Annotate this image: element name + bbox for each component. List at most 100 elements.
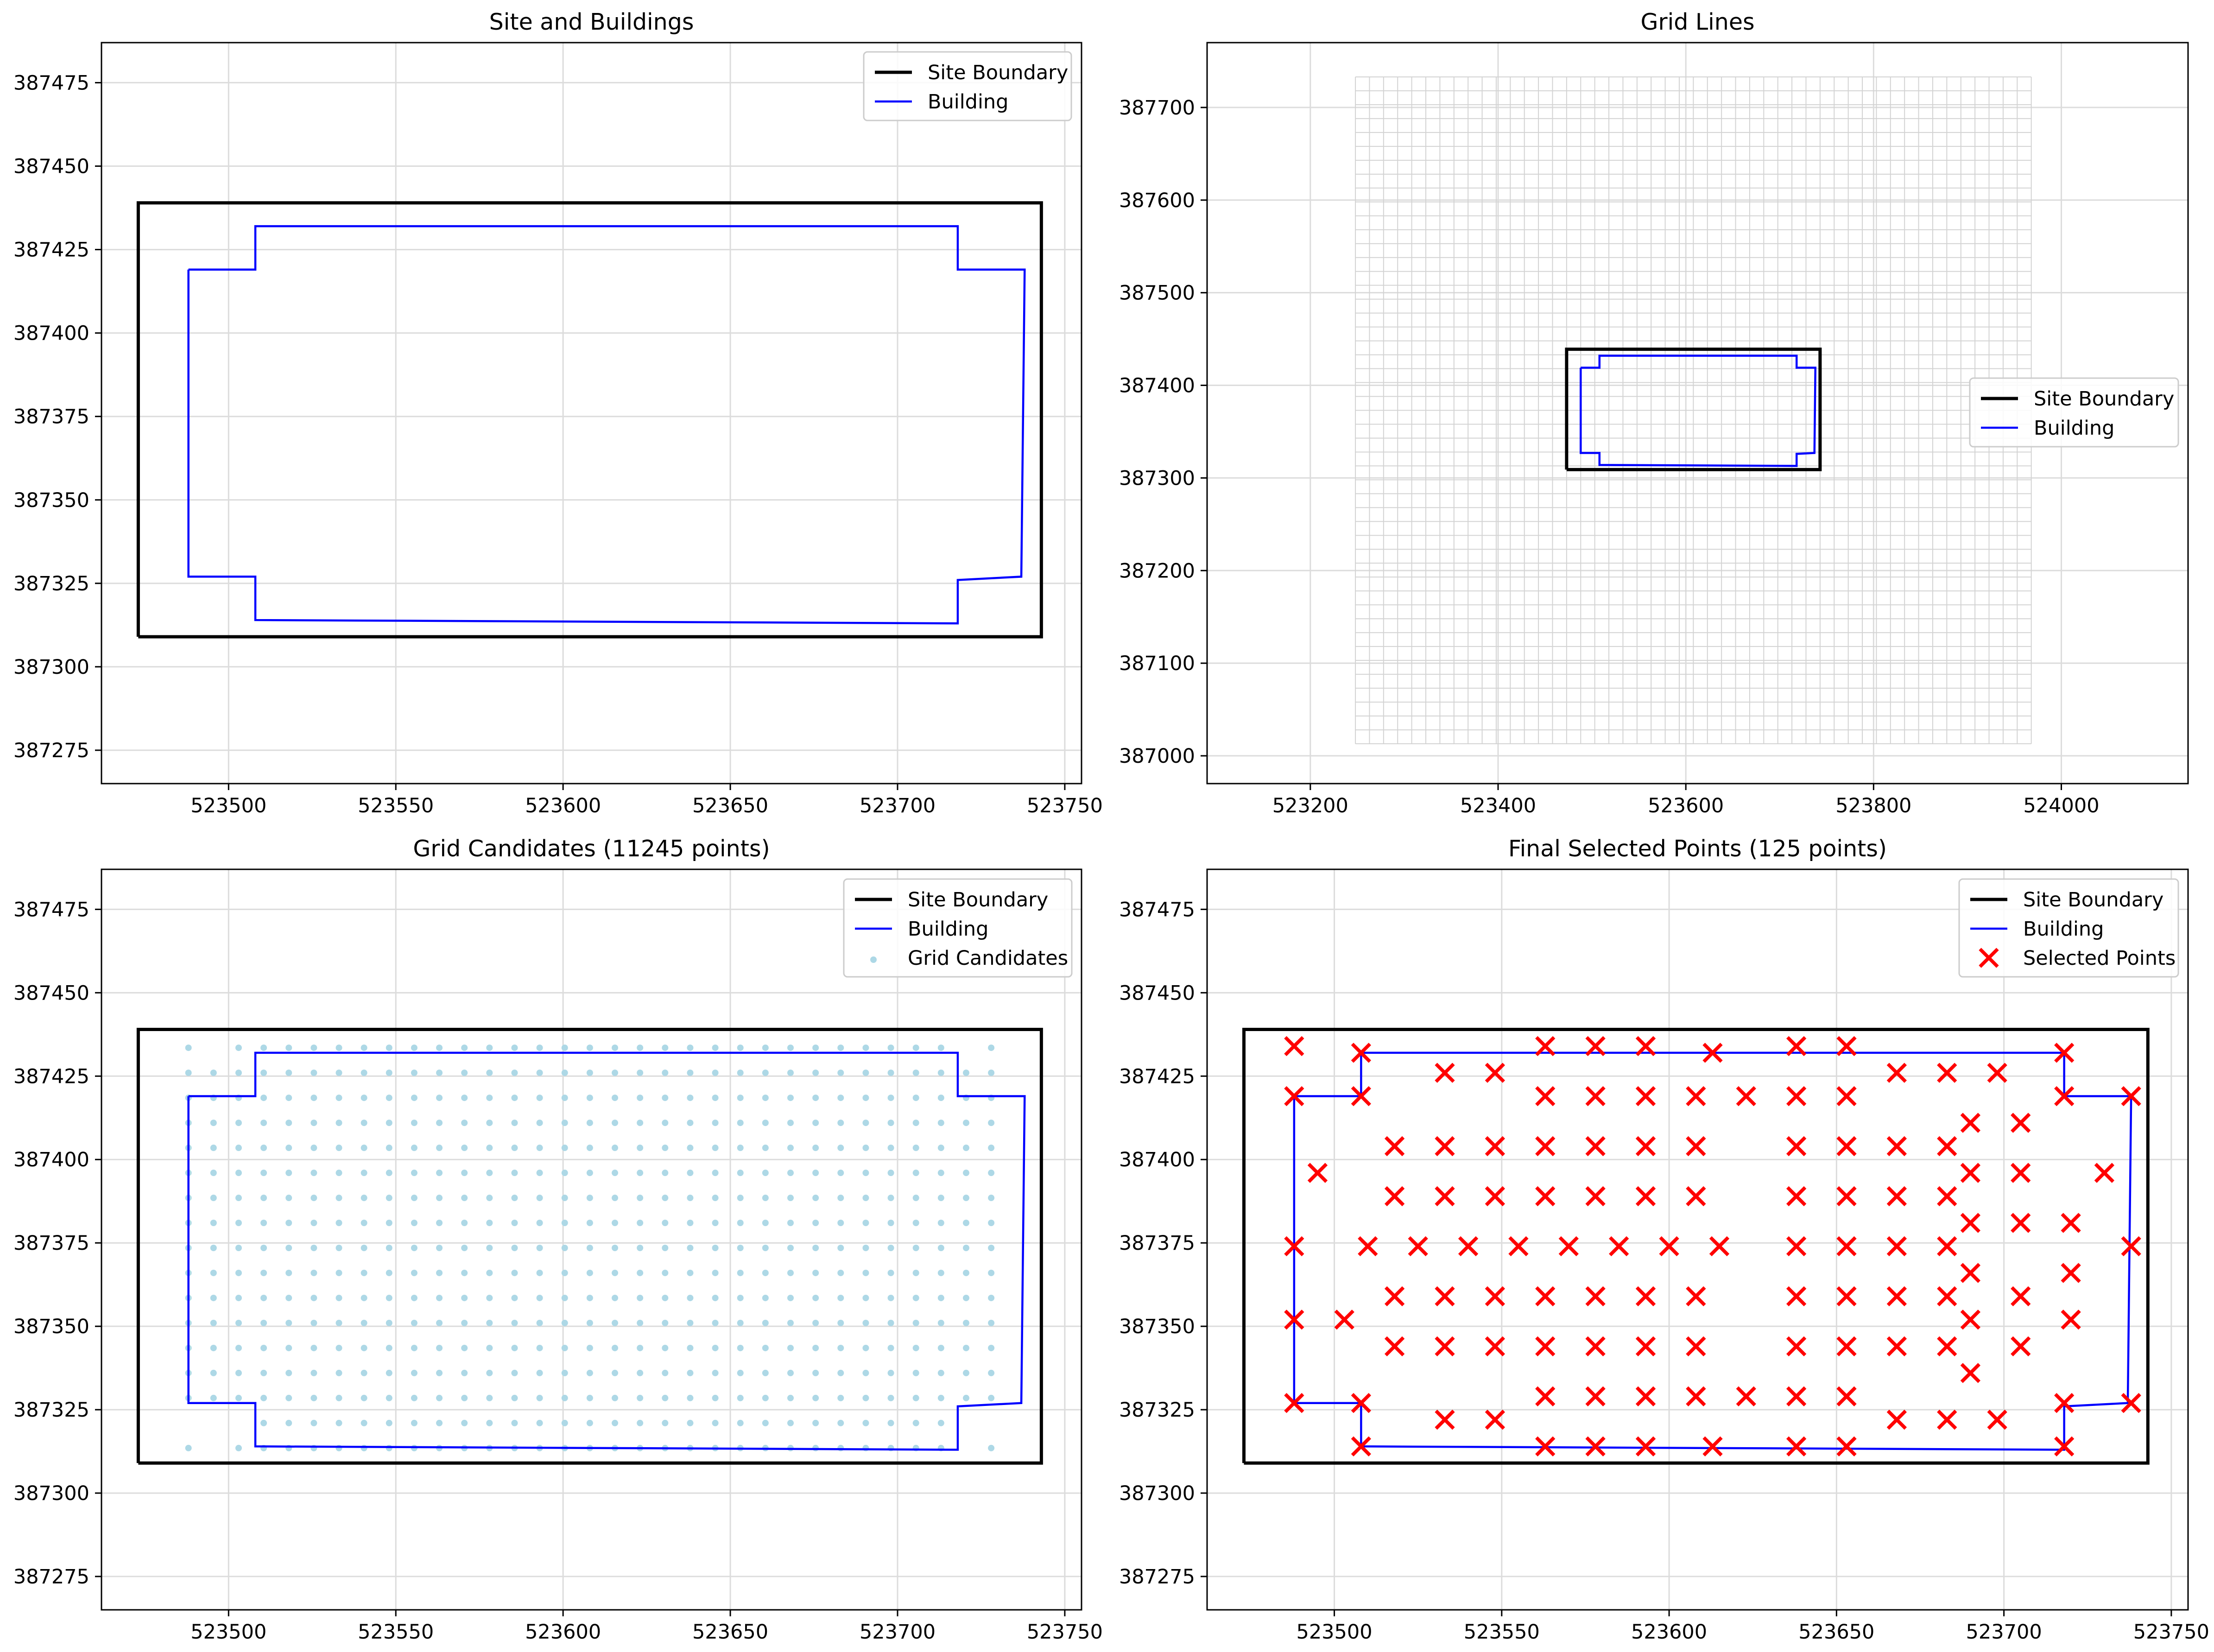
legend-handle-selected-points [1979,948,1999,968]
candidate-point [335,1145,342,1152]
candidate-point [235,1044,242,1051]
selected-point [1585,1086,1606,1107]
candidate-point [612,1044,619,1051]
candidate-point [988,1369,995,1376]
candidate-point [887,1195,894,1202]
selected-point [1786,1086,1807,1107]
candidate-point [310,1120,317,1127]
selected-point [1786,1436,1807,1456]
candidate-point [737,1170,744,1177]
panel-3: 523500 523550 523600 523650 523700 523750 3872… [13,835,1103,1644]
candidate-point [837,1044,844,1051]
candidate-point [310,1369,317,1376]
candidate-point [561,1170,568,1177]
candidate-point [812,1095,819,1101]
candidate-point [687,1294,694,1301]
candidate-point [486,1120,493,1127]
candidate-point [687,1044,694,1051]
candidate-point [637,1344,644,1351]
candidate-point [386,1095,392,1101]
candidate-point [486,1044,493,1051]
candidate-point [837,1095,844,1101]
candidate-point [812,1120,819,1127]
candidate-point [561,1319,568,1326]
candidate-point [486,1294,493,1301]
selected-point [1535,1136,1556,1157]
candidate-point [662,1319,669,1326]
candidate-point [561,1394,568,1401]
candidate-point [260,1269,267,1276]
candidate-point [335,1419,342,1426]
candidate-point [586,1044,593,1051]
selected-point [1786,1186,1807,1207]
selected-point [1585,1436,1606,1456]
selected-point [1435,1286,1455,1307]
candidate-point [461,1344,468,1351]
candidate-point [787,1344,794,1351]
candidate-point [536,1145,543,1152]
candidate-point [662,1394,669,1401]
candidate-point [837,1170,844,1177]
candidate-point [511,1319,518,1326]
candidate-point [662,1145,669,1152]
y-tick-label: 387375 [13,405,89,429]
candidate-point [335,1294,342,1301]
selected-point [2054,1393,2075,1413]
candidate-point [436,1394,443,1401]
candidate-point [285,1394,292,1401]
selected-point [1886,1063,1907,1083]
selected-point [1284,1086,1304,1107]
candidate-point [285,1269,292,1276]
x-tick-label: 523600 [1648,794,1724,817]
candidate-point [712,1294,719,1301]
candidate-point [737,1269,744,1276]
candidate-point [862,1319,869,1326]
axis-grid [1207,869,2188,1610]
candidate-point [511,1195,518,1202]
candidate-point [536,1195,543,1202]
candidate-point [461,1369,468,1376]
legend-box [843,878,1073,978]
selected-point [1786,1286,1807,1307]
y-tick-label: 387325 [1119,1399,1195,1422]
candidate-point [912,1220,919,1227]
y-tick-label: 387600 [1119,189,1195,212]
selected-point [1351,1043,1372,1063]
candidate-point [285,1419,292,1426]
candidate-point [937,1269,944,1276]
selected-point [1435,1186,1455,1207]
candidate-point [637,1269,644,1276]
candidate-point [762,1095,769,1101]
building-line [187,1051,1026,1451]
candidate-point [612,1419,619,1426]
plot-area [136,201,1043,639]
site-boundary-line [136,1028,1043,1465]
selected-point [1702,1043,1723,1063]
y-tick-label: 387300 [13,1482,89,1505]
candidate-point [411,1294,417,1301]
candidate-point [561,1220,568,1227]
selected-point [2011,1286,2031,1307]
candidate-point [612,1170,619,1177]
candidate-point [335,1244,342,1251]
candidate-point [511,1344,518,1351]
candidate-point [912,1369,919,1376]
candidate-point [637,1394,644,1401]
candidate-point [712,1244,719,1251]
candidate-point [737,1369,744,1376]
candidate-point [612,1294,619,1301]
candidate-point [361,1344,367,1351]
x-tick-label: 523550 [1464,1620,1540,1644]
candidate-point [887,1244,894,1251]
candidate-point [561,1344,568,1351]
candidate-point [662,1419,669,1426]
candidate-point [812,1070,819,1076]
candidate-point [762,1244,769,1251]
candidate-point [962,1070,969,1076]
candidate-point [285,1120,292,1127]
candidate-point [436,1070,443,1076]
selected-point [1886,1286,1907,1307]
candidate-point [912,1419,919,1426]
candidate-point [787,1145,794,1152]
